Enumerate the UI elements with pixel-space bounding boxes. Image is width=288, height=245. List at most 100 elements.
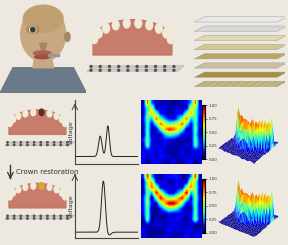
Polygon shape [9,184,66,208]
Circle shape [154,69,157,71]
Ellipse shape [15,211,19,217]
Ellipse shape [163,28,170,38]
Ellipse shape [150,60,156,67]
Circle shape [53,144,55,146]
Ellipse shape [158,60,164,67]
Circle shape [136,69,138,71]
Circle shape [60,218,61,219]
Circle shape [40,142,41,143]
Polygon shape [194,63,287,68]
Ellipse shape [43,138,48,143]
Ellipse shape [62,193,67,200]
Polygon shape [194,44,287,50]
Ellipse shape [101,60,107,67]
Ellipse shape [7,193,12,200]
Ellipse shape [54,186,59,193]
Ellipse shape [27,138,32,143]
Circle shape [27,215,28,217]
Circle shape [164,65,166,67]
Ellipse shape [59,211,64,217]
Ellipse shape [167,34,174,44]
Circle shape [20,215,22,217]
Ellipse shape [39,183,44,189]
Ellipse shape [95,28,102,38]
Circle shape [108,69,111,71]
Polygon shape [48,54,59,56]
Circle shape [90,65,92,67]
Ellipse shape [43,211,48,217]
Circle shape [164,69,166,71]
Circle shape [33,144,35,146]
Circle shape [27,218,28,219]
Circle shape [7,144,8,146]
Ellipse shape [156,24,162,33]
Ellipse shape [20,138,25,143]
Ellipse shape [30,27,36,32]
Circle shape [60,215,61,217]
Ellipse shape [21,7,66,61]
Polygon shape [0,68,86,93]
Ellipse shape [31,183,36,189]
Ellipse shape [11,138,16,143]
Ellipse shape [91,34,98,44]
Circle shape [33,218,35,219]
Ellipse shape [16,113,21,119]
Polygon shape [5,215,75,219]
Ellipse shape [65,32,70,41]
Circle shape [47,142,48,143]
Ellipse shape [47,110,52,117]
Ellipse shape [50,211,55,217]
Ellipse shape [135,18,142,28]
Circle shape [127,65,129,67]
Text: Crown restoration: Crown restoration [16,169,78,174]
Circle shape [7,218,8,219]
Ellipse shape [27,26,39,33]
Circle shape [7,215,8,217]
Ellipse shape [62,120,67,126]
Circle shape [27,144,28,146]
Ellipse shape [23,5,63,32]
Circle shape [127,69,129,71]
Ellipse shape [15,138,19,143]
Ellipse shape [39,109,44,116]
Ellipse shape [146,20,153,30]
Ellipse shape [59,189,64,196]
Polygon shape [194,54,287,59]
Circle shape [40,218,41,219]
Circle shape [20,218,22,219]
Ellipse shape [59,138,64,143]
Polygon shape [194,35,287,40]
Circle shape [53,142,55,143]
Circle shape [173,65,175,67]
Circle shape [67,215,68,217]
Circle shape [118,65,120,67]
Ellipse shape [35,55,50,59]
Y-axis label: Voltage: Voltage [69,121,73,144]
Circle shape [27,142,28,143]
Circle shape [47,215,48,217]
Circle shape [108,65,111,67]
Circle shape [145,65,147,67]
Ellipse shape [109,60,115,67]
Ellipse shape [140,60,147,67]
Ellipse shape [112,20,119,30]
Circle shape [14,218,15,219]
Y-axis label: Voltage: Voltage [69,194,73,218]
Circle shape [136,65,138,67]
Circle shape [173,69,175,71]
Ellipse shape [163,60,169,67]
Circle shape [40,144,41,146]
Circle shape [53,218,55,219]
Ellipse shape [35,211,40,217]
Ellipse shape [47,184,52,190]
Ellipse shape [11,189,16,196]
Polygon shape [5,142,75,146]
Ellipse shape [56,138,60,143]
Polygon shape [194,26,287,31]
Ellipse shape [35,138,40,143]
Ellipse shape [54,113,59,119]
Ellipse shape [7,120,12,126]
Ellipse shape [56,211,60,217]
Polygon shape [194,17,287,22]
Ellipse shape [31,109,36,116]
